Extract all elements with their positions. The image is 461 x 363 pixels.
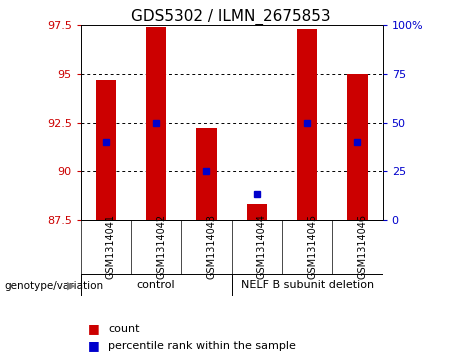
Bar [196, 129, 217, 220]
Text: GSM1314045: GSM1314045 [307, 214, 317, 280]
Text: GSM1314042: GSM1314042 [156, 214, 166, 280]
Bar [247, 204, 267, 220]
Text: GDS5302 / ILMN_2675853: GDS5302 / ILMN_2675853 [130, 9, 331, 25]
Bar [297, 29, 317, 220]
Text: GSM1314046: GSM1314046 [357, 214, 367, 280]
Text: ■: ■ [88, 339, 99, 352]
Text: GSM1314043: GSM1314043 [207, 214, 217, 280]
Bar [96, 80, 116, 220]
Text: percentile rank within the sample: percentile rank within the sample [108, 340, 296, 351]
Text: control: control [137, 280, 176, 290]
Bar [348, 74, 367, 220]
Text: ■: ■ [88, 322, 99, 335]
Text: GSM1314041: GSM1314041 [106, 214, 116, 280]
Text: GSM1314044: GSM1314044 [257, 214, 267, 280]
Bar [146, 27, 166, 220]
Text: genotype/variation: genotype/variation [5, 281, 104, 291]
Text: count: count [108, 323, 140, 334]
Text: NELF B subunit deletion: NELF B subunit deletion [241, 280, 374, 290]
Text: ▶: ▶ [67, 281, 76, 291]
